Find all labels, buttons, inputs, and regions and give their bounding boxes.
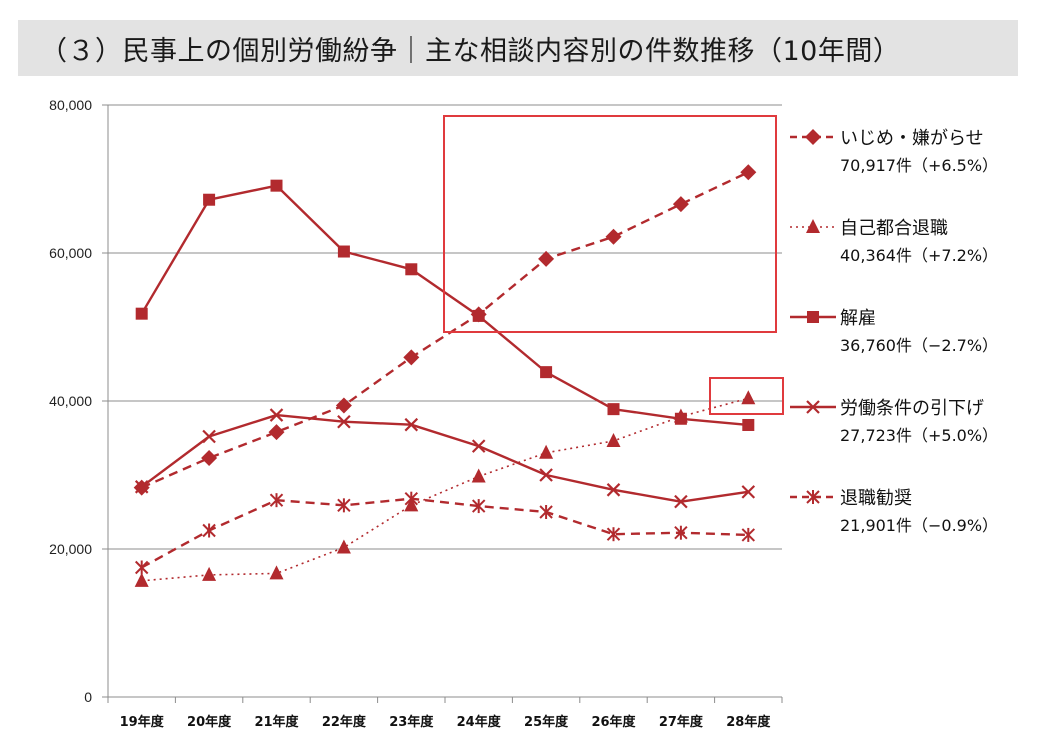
highlight-boxes <box>443 115 784 415</box>
data-point <box>337 414 351 429</box>
legend-label: 退職勧奨 <box>840 488 912 509</box>
x-tick-label: 23年度 <box>389 714 434 730</box>
data-point <box>805 129 821 145</box>
data-point <box>336 539 351 554</box>
data-point <box>134 480 149 494</box>
legend-label: いじめ・嫌がらせ <box>840 128 984 149</box>
data-point <box>672 196 689 213</box>
x-tick-labels: 19年度 20年度 21年度 22年度 23年度 24年度 25年度 26年度 27年度 28年度 <box>120 714 772 730</box>
data-point <box>806 490 820 504</box>
data-point <box>471 439 486 453</box>
x-tick-label: 21年度 <box>254 714 299 730</box>
data-point <box>741 485 756 499</box>
x-tick-label: 24年度 <box>457 714 502 730</box>
data-point <box>202 429 216 444</box>
y-tick-label: 60,000 <box>49 245 92 261</box>
x-tick-label: 20年度 <box>187 714 232 730</box>
data-point <box>607 403 620 416</box>
data-point <box>335 397 352 414</box>
series <box>134 390 756 587</box>
data-point <box>742 418 755 431</box>
title-bar: （３）民事上の個別労働紛争｜主な相談内容別の件数推移（10年間） <box>18 20 1018 76</box>
y-tick-label: 80,000 <box>49 97 92 113</box>
legend-label: 解雇 <box>840 308 876 329</box>
highlight-box-large <box>443 115 777 333</box>
legend-value: 70,917件（+6.5%） <box>840 156 998 175</box>
y-tick-label: 20,000 <box>49 541 92 557</box>
legend-label: 自己都合退職 <box>840 218 948 239</box>
data-point <box>806 400 820 414</box>
series <box>134 408 756 509</box>
data-point <box>740 164 757 181</box>
data-point <box>807 311 819 323</box>
legend-entry: 労働条件の引下げ 27,723件（+5.0%） <box>790 398 998 445</box>
series-line <box>141 497 749 569</box>
data-point <box>606 483 621 497</box>
data-point <box>540 366 553 379</box>
series-line <box>140 413 749 503</box>
x-tick-label: 28年度 <box>726 714 771 730</box>
data-point <box>202 566 217 581</box>
legend-value: 21,901件（−0.9%） <box>840 516 998 535</box>
legend-value: 27,723件（+5.0%） <box>840 426 998 445</box>
data-point <box>201 449 218 466</box>
data-point <box>674 494 688 509</box>
legend-entry: 退職勧奨 21,901件（−0.9%） <box>790 488 998 535</box>
y-tick-label: 0 <box>84 689 92 705</box>
legend-value: 36,760件（−2.7%） <box>840 336 998 355</box>
legend-entry: いじめ・嫌がらせ 70,917件（+6.5%） <box>790 128 998 175</box>
data-point <box>202 523 216 538</box>
y-tick-label: 40,000 <box>49 393 92 409</box>
data-point <box>404 417 419 432</box>
data-point <box>269 493 284 508</box>
data-point <box>674 412 687 425</box>
legend-label: 労働条件の引下げ <box>840 398 984 419</box>
data-point <box>203 193 216 206</box>
data-point <box>741 527 756 542</box>
data-point <box>472 309 485 322</box>
axes <box>102 104 783 703</box>
series-line <box>141 397 749 582</box>
x-tick-label: 27年度 <box>659 714 704 730</box>
data-point <box>337 245 350 258</box>
legend-value: 40,364件（+7.2%） <box>840 246 998 265</box>
x-tick-label: 25年度 <box>524 714 569 730</box>
data-point <box>741 390 756 405</box>
data-point <box>135 307 148 320</box>
data-point <box>405 263 418 276</box>
data-point <box>134 560 149 575</box>
highlight-box-small <box>709 377 784 415</box>
data-point <box>471 468 486 483</box>
data-point <box>539 468 553 482</box>
data-point <box>605 228 622 245</box>
x-tick-label: 19年度 <box>120 714 165 730</box>
chart-title: （３）民事上の個別労働紛争｜主な相談内容別の件数推移（10年間） <box>40 35 901 67</box>
data-point <box>269 408 284 422</box>
data-point <box>403 349 420 366</box>
data-point <box>538 250 555 267</box>
data-point <box>134 572 149 587</box>
series <box>134 491 756 575</box>
y-tick-labels: 0 20,000 40,000 60,000 80,000 <box>49 97 92 705</box>
data-point <box>471 499 486 514</box>
data-point <box>539 505 553 519</box>
data-point <box>674 525 688 540</box>
x-tick-label: 26年度 <box>591 714 636 730</box>
data-point <box>270 179 283 192</box>
legend: いじめ・嫌がらせ 70,917件（+6.5%） 自己都合退職 40,364件（+7.2… <box>790 128 998 535</box>
data-point <box>539 444 554 459</box>
data-point <box>404 491 419 506</box>
data-point <box>606 432 621 447</box>
data-point <box>268 424 285 441</box>
data-point <box>269 565 284 580</box>
data-point <box>806 219 820 233</box>
x-tick-label: 22年度 <box>322 714 367 730</box>
data-point <box>606 527 621 542</box>
legend-entry: 自己都合退職 40,364件（+7.2%） <box>790 218 998 265</box>
legend-entry: 解雇 36,760件（−2.7%） <box>790 308 998 355</box>
series-line <box>141 171 749 489</box>
data-point <box>337 498 351 513</box>
